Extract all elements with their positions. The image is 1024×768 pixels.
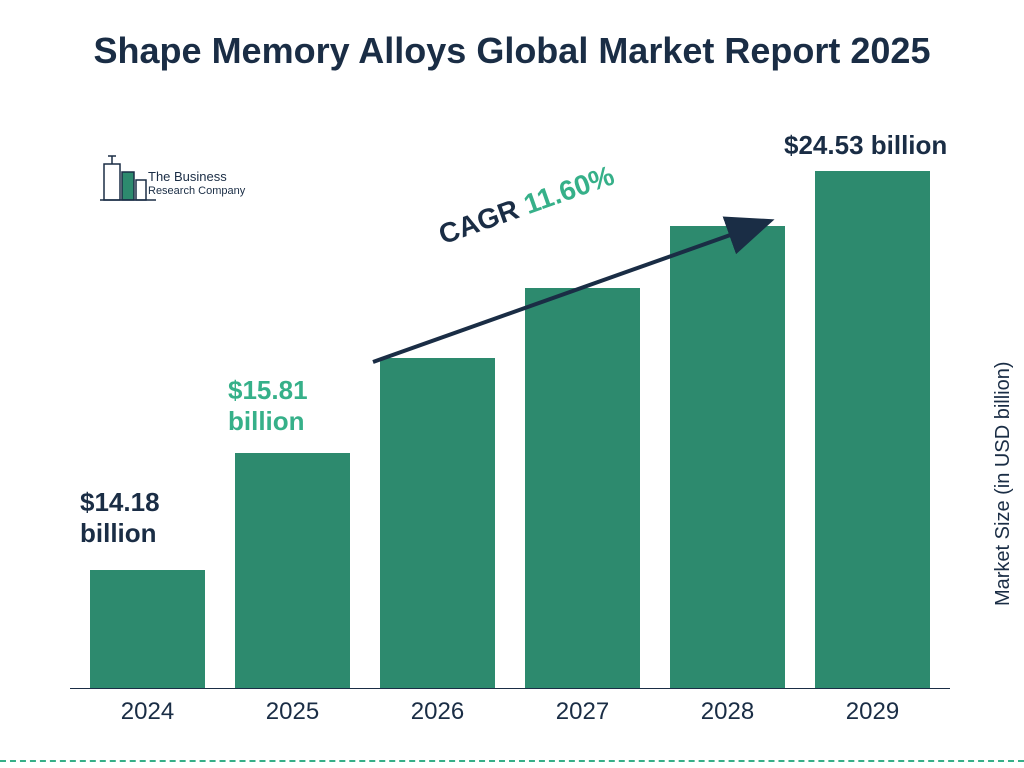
company-logo: The Business Research Company [100, 152, 260, 212]
bar-2029 [815, 171, 930, 688]
x-axis-label: 2026 [380, 698, 495, 726]
y-axis-label: Market Size (in USD billion) [993, 362, 1016, 607]
bar-fill [235, 453, 350, 688]
value-label-0: $14.18billion [80, 487, 160, 549]
x-axis-label: 2029 [815, 698, 930, 726]
chart-baseline [70, 688, 950, 689]
logo-text: The Business Research Company [148, 170, 245, 198]
cagr-annotation: CAGR 11.60% [365, 232, 785, 362]
logo-text-line2: Research Company [148, 185, 245, 198]
x-axis-label: 2025 [235, 698, 350, 726]
bar-fill [90, 570, 205, 688]
x-axis-label: 2027 [525, 698, 640, 726]
bar-fill [815, 171, 930, 688]
x-axis-label: 2028 [670, 698, 785, 726]
cagr-value: 11.60% [520, 160, 618, 220]
value-label-2: $24.53 billion [784, 130, 947, 161]
bar-fill [380, 358, 495, 688]
bar-2024 [90, 570, 205, 688]
logo-text-line1: The Business [148, 170, 245, 185]
bar-2025 [235, 453, 350, 688]
bottom-dashed-line [0, 760, 1024, 762]
x-axis-label: 2024 [90, 698, 205, 726]
bar-2026 [380, 358, 495, 688]
value-label-1: $15.81billion [228, 375, 308, 437]
chart-title: Shape Memory Alloys Global Market Report… [0, 28, 1024, 73]
